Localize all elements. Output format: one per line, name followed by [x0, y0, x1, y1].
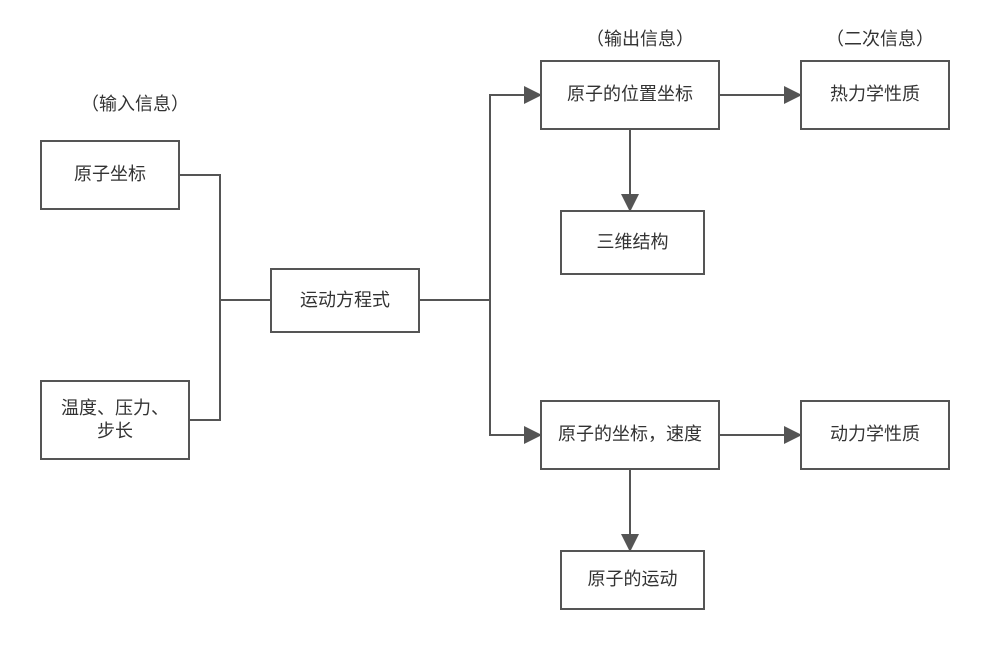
- column-header: （二次信息）: [800, 25, 960, 51]
- flow-node: 原子坐标: [40, 140, 180, 210]
- flow-node: 运动方程式: [270, 268, 420, 333]
- column-header: （输入信息）: [65, 90, 205, 116]
- flow-node: 原子的运动: [560, 550, 705, 610]
- flow-edge: [190, 300, 270, 420]
- flow-node: 三维结构: [560, 210, 705, 275]
- column-header: （输出信息）: [560, 25, 720, 51]
- flow-node: 温度、压力、 步长: [40, 380, 190, 460]
- flow-node: 热力学性质: [800, 60, 950, 130]
- flow-edge: [180, 175, 270, 300]
- flow-node: 动力学性质: [800, 400, 950, 470]
- flow-node: 原子的位置坐标: [540, 60, 720, 130]
- flowchart-canvas: （输入信息） （输出信息） （二次信息） 原子坐标温度、压力、 步长 运动方程式 原子的位…: [0, 0, 1000, 671]
- flow-node: 原子的坐标，速度: [540, 400, 720, 470]
- flow-edge: [420, 300, 540, 435]
- flow-edge: [420, 95, 540, 300]
